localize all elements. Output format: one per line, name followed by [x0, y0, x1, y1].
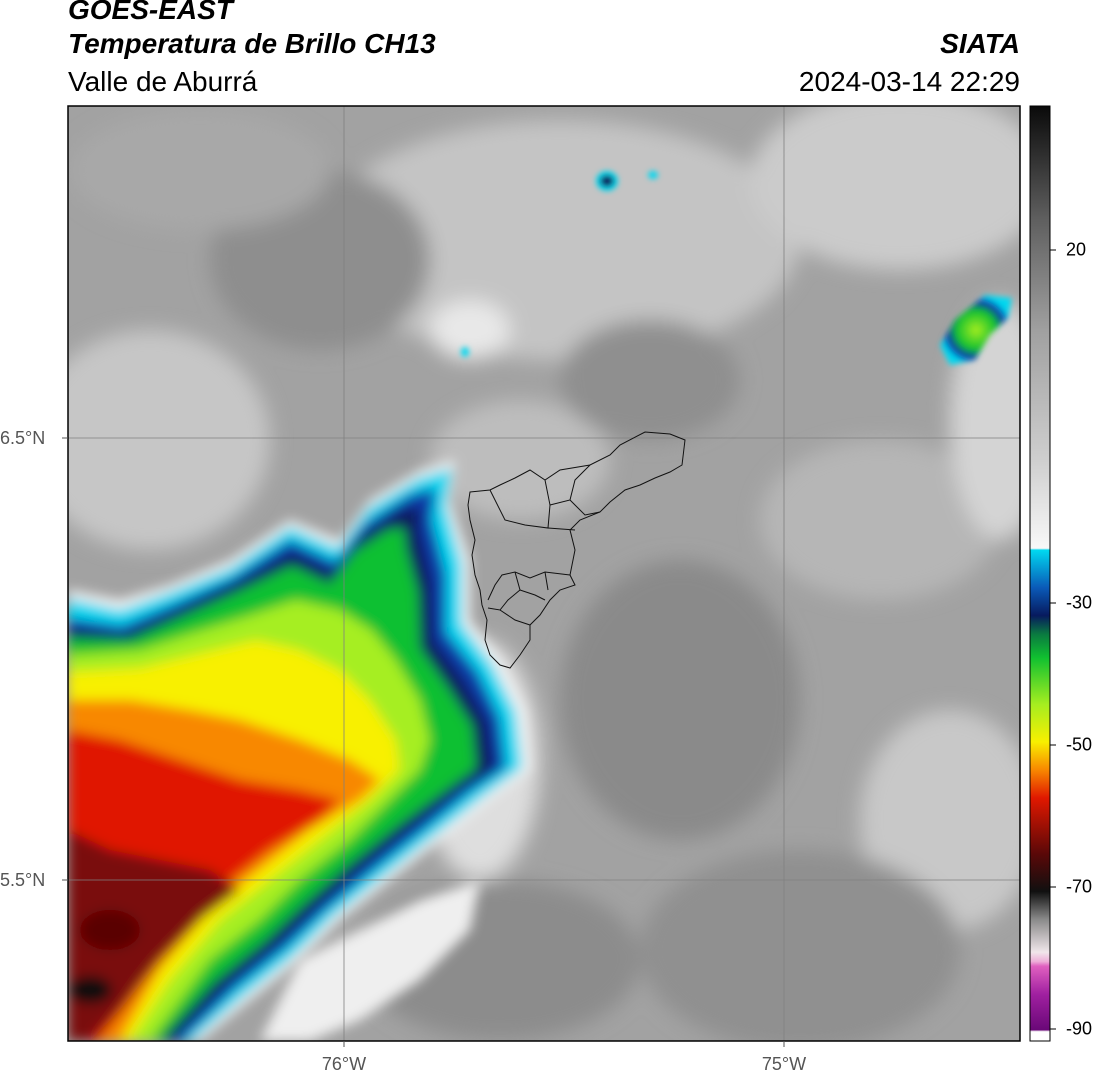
colorbar-tick-label: 20	[1066, 239, 1087, 260]
colorbar	[1029, 105, 1056, 1042]
colorbar-ramp	[1030, 106, 1050, 1041]
colorbar-tick-label: -90	[1066, 1018, 1093, 1039]
brand-label: SIATA	[940, 28, 1020, 59]
map-imagery	[68, 106, 1020, 1041]
colorbar-tick-label: -50	[1066, 734, 1093, 755]
map-frame	[67, 105, 1021, 1042]
colorbar-tick-label: -70	[1066, 876, 1093, 897]
lat-label-6-5: 6.5°N	[0, 428, 46, 448]
graticule	[68, 106, 1020, 1041]
product-title: Temperatura de Brillo CH13	[68, 28, 436, 59]
lon-label-75w: 75°W	[761, 1054, 807, 1074]
datetime-label: 2024-03-14 22:29	[798, 66, 1020, 97]
satellite-title: GOES-EAST	[68, 0, 233, 25]
colorbar-tick-label: -30	[1066, 592, 1093, 613]
municipality-boundaries	[467, 431, 686, 669]
lon-label-76w: 76°W	[321, 1054, 367, 1074]
lat-label-5-5: 5.5°N	[0, 870, 46, 890]
region-subtitle: Valle de Aburrá	[68, 66, 258, 97]
